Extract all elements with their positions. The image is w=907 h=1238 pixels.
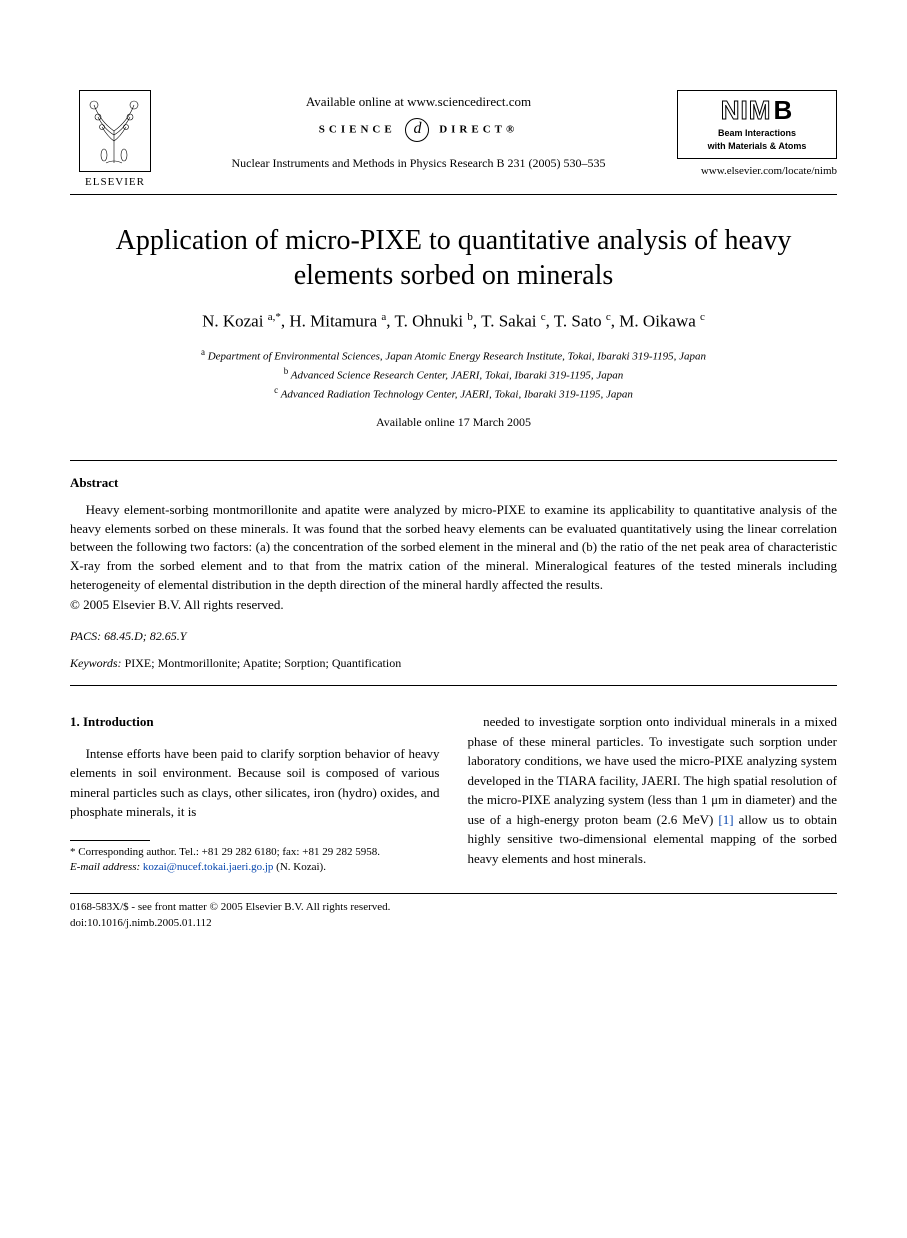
- page: ELSEVIER Available online at www.science…: [0, 0, 907, 971]
- body-columns: 1. Introduction Intense efforts have bee…: [70, 712, 837, 875]
- affiliations: a Department of Environmental Sciences, …: [70, 346, 837, 403]
- column-left: 1. Introduction Intense efforts have bee…: [70, 712, 440, 875]
- pacs-value: 68.45.D; 82.65.Y: [104, 629, 186, 643]
- ref-1-link[interactable]: [1]: [718, 812, 733, 827]
- journal-citation: Nuclear Instruments and Methods in Physi…: [160, 156, 677, 171]
- abstract-body: Heavy element-sorbing montmorillonite an…: [70, 501, 837, 595]
- affil-b: b Advanced Science Research Center, JAER…: [70, 365, 837, 384]
- pacs-line: PACS: 68.45.D; 82.65.Y: [70, 629, 837, 644]
- email-tail: (N. Kozai).: [276, 861, 326, 873]
- nimb-title: NIM B: [684, 95, 830, 126]
- publisher-label: ELSEVIER: [70, 176, 160, 188]
- intro-heading: 1. Introduction: [70, 712, 440, 732]
- center-header: Available online at www.sciencedirect.co…: [160, 90, 677, 171]
- keywords-value: PIXE; Montmorillonite; Apatite; Sorption…: [125, 656, 402, 670]
- available-date: Available online 17 March 2005: [70, 415, 837, 430]
- locate-url: www.elsevier.com/locate/nimb: [677, 165, 837, 177]
- keywords-label: Keywords:: [70, 656, 122, 670]
- front-matter: 0168-583X/$ - see front matter © 2005 El…: [70, 900, 837, 931]
- footnote-rule: [70, 840, 150, 841]
- author-list: N. Kozai a,*, H. Mitamura a, T. Ohnuki b…: [70, 311, 837, 332]
- email-label: E-mail address:: [70, 861, 140, 873]
- nimb-box: NIM B Beam Interactions with Materials &…: [677, 90, 837, 159]
- intro-para-2: needed to investigate sorption onto indi…: [468, 712, 838, 868]
- nimb-sub2: with Materials & Atoms: [684, 141, 830, 152]
- intro-para-1: Intense efforts have been paid to clarif…: [70, 744, 440, 822]
- header-rule: [70, 194, 837, 195]
- email-line: E-mail address: kozai@nucef.tokai.jaeri.…: [70, 860, 440, 875]
- publisher-block: ELSEVIER: [70, 90, 160, 188]
- sd-swirl-icon: d: [405, 118, 429, 142]
- abstract-bottom-rule: [70, 685, 837, 686]
- column-right: needed to investigate sorption onto indi…: [468, 712, 838, 875]
- sd-right: DIRECT®: [439, 124, 518, 136]
- nimb-sub1: Beam Interactions: [684, 128, 830, 139]
- sciencedirect-logo: SCIENCE d DIRECT®: [160, 118, 677, 142]
- front-matter-line1: 0168-583X/$ - see front matter © 2005 El…: [70, 900, 837, 915]
- footnotes: * Corresponding author. Tel.: +81 29 282…: [70, 845, 440, 876]
- front-matter-rule: [70, 893, 837, 894]
- header: ELSEVIER Available online at www.science…: [70, 90, 837, 188]
- abstract-heading: Abstract: [70, 475, 837, 491]
- sd-left: SCIENCE: [319, 124, 396, 136]
- article-title: Application of micro-PIXE to quantitativ…: [70, 223, 837, 293]
- affil-a: a Department of Environmental Sciences, …: [70, 346, 837, 365]
- abstract-top-rule: [70, 460, 837, 461]
- affil-c: c Advanced Radiation Technology Center, …: [70, 384, 837, 403]
- journal-brand-block: NIM B Beam Interactions with Materials &…: [677, 90, 837, 177]
- doi-line: doi:10.1016/j.nimb.2005.01.112: [70, 916, 837, 931]
- corresponding-author: * Corresponding author. Tel.: +81 29 282…: [70, 845, 440, 860]
- keywords-line: Keywords: PIXE; Montmorillonite; Apatite…: [70, 656, 837, 671]
- abstract-copyright: © 2005 Elsevier B.V. All rights reserved…: [70, 597, 837, 613]
- available-online-line: Available online at www.sciencedirect.co…: [160, 94, 677, 110]
- nimb-letters: NIM: [721, 95, 772, 126]
- email-link[interactable]: kozai@nucef.tokai.jaeri.go.jp: [143, 861, 273, 873]
- nimb-b: B: [773, 95, 793, 126]
- elsevier-tree-icon: [79, 90, 151, 172]
- pacs-label: PACS:: [70, 629, 101, 643]
